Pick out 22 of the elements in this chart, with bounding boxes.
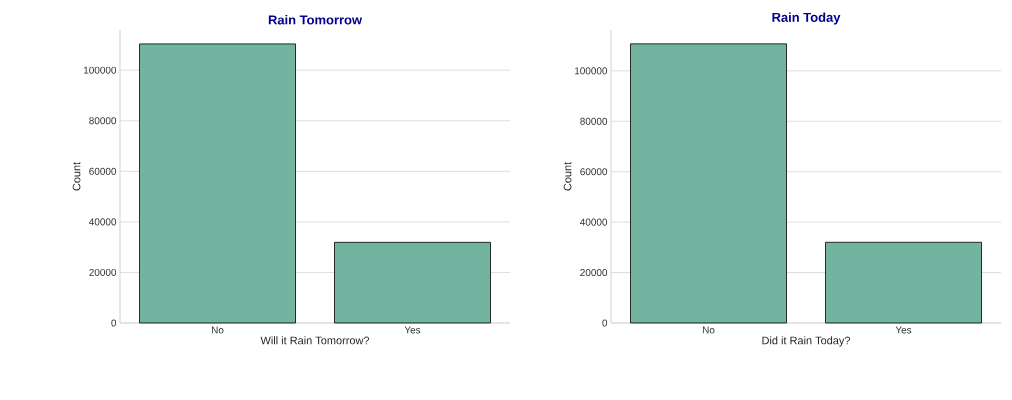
y-tick-label: 100000 [84, 66, 117, 74]
x-axis-title: Will it Rain Tomorrow? [260, 336, 370, 345]
y-tick-label: 60000 [580, 168, 608, 176]
y-tick-label: 100000 [575, 67, 608, 75]
x-tick-label: Yes [895, 326, 912, 334]
y-axis-title: Count [72, 161, 81, 191]
chart-title: Rain Today [772, 12, 841, 25]
y-tick-label: 80000 [580, 117, 608, 125]
y-tick-label: 40000 [580, 218, 608, 226]
x-tick-label: No [211, 326, 224, 334]
x-tick-label: Yes [404, 326, 421, 334]
y-tick-label: 0 [602, 319, 608, 327]
y-tick-label: 60000 [89, 167, 117, 175]
y-tick-label: 40000 [89, 218, 117, 226]
y-tick-label: 80000 [89, 117, 117, 125]
y-tick-label: 0 [111, 319, 117, 327]
y-tick-label: 20000 [580, 269, 608, 277]
chart-title: Rain Tomorrow [268, 14, 363, 25]
y-tick-label: 20000 [89, 268, 117, 276]
x-tick-label: No [702, 326, 715, 334]
y-axis-title: Count [563, 161, 572, 191]
x-axis-title: Did it Rain Today? [762, 336, 851, 347]
